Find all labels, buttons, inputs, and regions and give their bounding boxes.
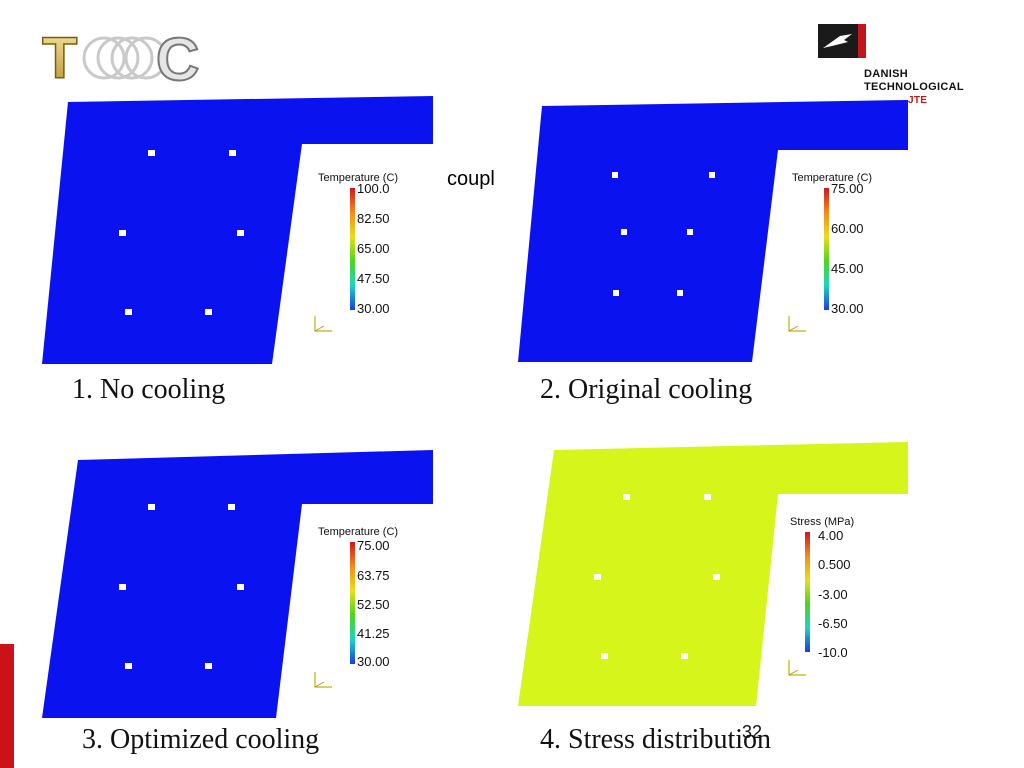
legend-tick: 100.0: [357, 181, 390, 196]
legend-tick: -10.0: [818, 645, 848, 660]
logo-letter-t: T: [42, 28, 77, 88]
legend-tick: 30.00: [357, 654, 390, 669]
legend-tick: -3.00: [818, 587, 848, 602]
left-accent-bar: [0, 644, 14, 768]
panel-original-cooling-plot: [518, 100, 908, 362]
tmc-logo: T C: [42, 28, 200, 88]
panel-stress-distribution-plot: [518, 442, 908, 706]
overlay-text: coupl: [447, 168, 495, 190]
panel-optimized-cooling-plot: [42, 450, 433, 718]
legend-tick: 4.00: [818, 528, 844, 543]
legend-tick: 75.00: [831, 181, 864, 196]
logo-letter-c: C: [156, 28, 199, 88]
panel-caption: 2. Original cooling: [540, 374, 753, 405]
legend-tick: 0.500: [818, 557, 851, 572]
legend-tick: 65.00: [357, 241, 390, 256]
legend-tick: 82.50: [357, 211, 390, 226]
legend-tick: 41.25: [357, 626, 390, 641]
legend-title: Temperature (C): [318, 172, 399, 184]
legend-title: Temperature (C): [318, 526, 399, 538]
page-number: 32: [742, 722, 763, 742]
legend-tick: 45.00: [831, 261, 864, 276]
panel-caption: 3. Optimized cooling: [82, 724, 320, 755]
panel-caption: 4. Stress distribution: [540, 724, 772, 755]
legend-title: Stress (MPa): [790, 516, 855, 528]
dti-line3: JTE: [908, 95, 928, 106]
bird-icon: [823, 34, 852, 48]
legend-tick: 30.00: [831, 301, 864, 316]
color-legend-bar: [824, 188, 829, 310]
legend-tick: 30.00: [357, 301, 390, 316]
color-legend-bar: [350, 188, 355, 310]
panel-no-cooling-plot: [42, 96, 433, 364]
color-legend-bar: [350, 542, 355, 664]
panel-caption: 1. No cooling: [72, 374, 226, 405]
dti-logo-text: DANISH TECHNOLOGICAL JTE: [864, 68, 964, 107]
axes-triad-icon: [788, 660, 806, 676]
dti-line1: DANISH: [864, 68, 908, 80]
legend-tick: 63.75: [357, 568, 390, 583]
legend-tick: 47.50: [357, 271, 390, 286]
dti-logo-mark: [818, 24, 866, 58]
color-legend-bar: [805, 532, 810, 652]
legend-tick: 75.00: [357, 538, 390, 553]
legend-tick: -6.50: [818, 616, 848, 631]
dti-line2: TECHNOLOGICAL: [864, 81, 964, 93]
legend-title: Temperature (C): [792, 172, 873, 184]
axes-triad-icon: [314, 316, 332, 332]
legend-tick: 52.50: [357, 597, 390, 612]
legend-tick: 60.00: [831, 221, 864, 236]
axes-triad-icon: [314, 672, 332, 688]
axes-triad-icon: [788, 316, 806, 332]
